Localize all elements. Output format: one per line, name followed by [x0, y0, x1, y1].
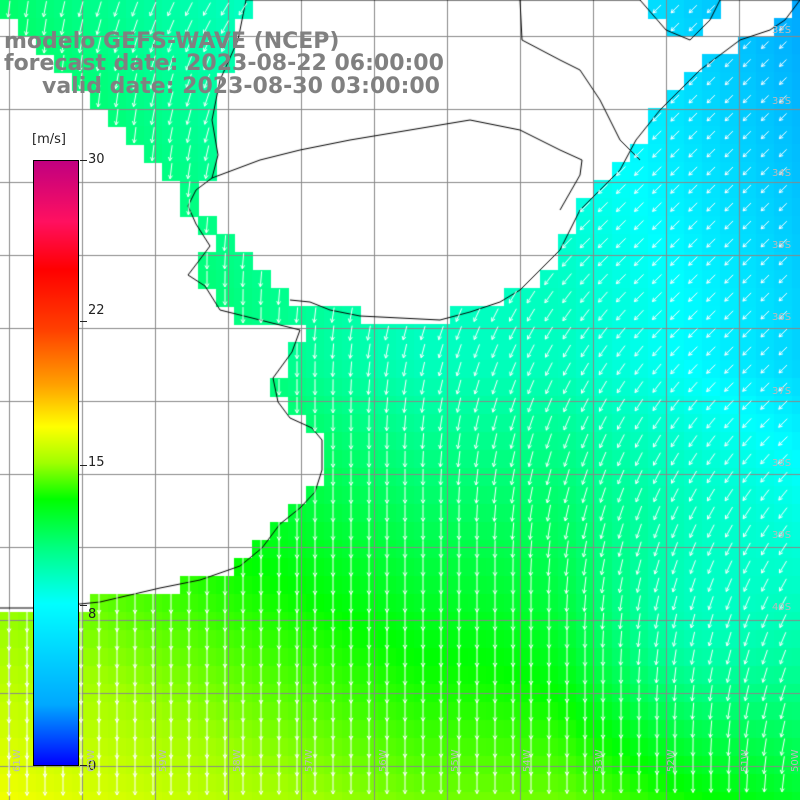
- lon-label: 53W: [594, 749, 605, 772]
- colorbar: [33, 160, 79, 766]
- lon-label: 52W: [666, 749, 677, 772]
- colorbar-tick-22: 22: [88, 303, 105, 318]
- model-title: modelo GEFS-WAVE (NCEP): [4, 29, 340, 54]
- lon-label: 58W: [232, 749, 243, 772]
- lon-label: 60W: [86, 749, 97, 772]
- colorbar-tick-0: 0: [88, 759, 97, 774]
- lon-label: 61W: [12, 749, 23, 772]
- lat-label: 35S: [772, 240, 792, 251]
- lat-label: 34S: [772, 168, 792, 179]
- lon-label: 54W: [522, 749, 533, 772]
- lon-label: 59W: [158, 749, 169, 772]
- colorbar-tick-30: 30: [88, 152, 105, 167]
- valid-date: valid date: 2023-08-30 03:00:00: [42, 74, 440, 99]
- lat-label: 39S: [772, 530, 792, 541]
- colorbar-tick-mark: [80, 465, 87, 466]
- lat-label: 33S: [772, 96, 792, 107]
- colorbar-tick-mark: [80, 321, 87, 322]
- lat-label: 40S: [772, 602, 792, 613]
- lat-label: 37S: [772, 386, 792, 397]
- lon-label: 55W: [450, 749, 461, 772]
- forecast-date: forecast date: 2023-08-22 06:00:00: [4, 51, 444, 76]
- colorbar-tick-mark: [80, 160, 87, 161]
- lat-label: 36S: [772, 312, 792, 323]
- colorbar-tick-15: 15: [88, 455, 105, 470]
- lon-label: 50W: [790, 749, 800, 772]
- colorbar-tick-mark: [80, 765, 87, 766]
- lon-label: 57W: [304, 749, 315, 772]
- colorbar-unit-label: [m/s]: [32, 132, 66, 147]
- lon-label: 56W: [378, 749, 389, 772]
- lon-label: 51W: [740, 749, 751, 772]
- colorbar-tick-8: 8: [88, 607, 97, 622]
- colorbar-tick-mark: [80, 605, 87, 606]
- lat-label: 38S: [772, 458, 792, 469]
- lat-label: 32S: [772, 25, 792, 36]
